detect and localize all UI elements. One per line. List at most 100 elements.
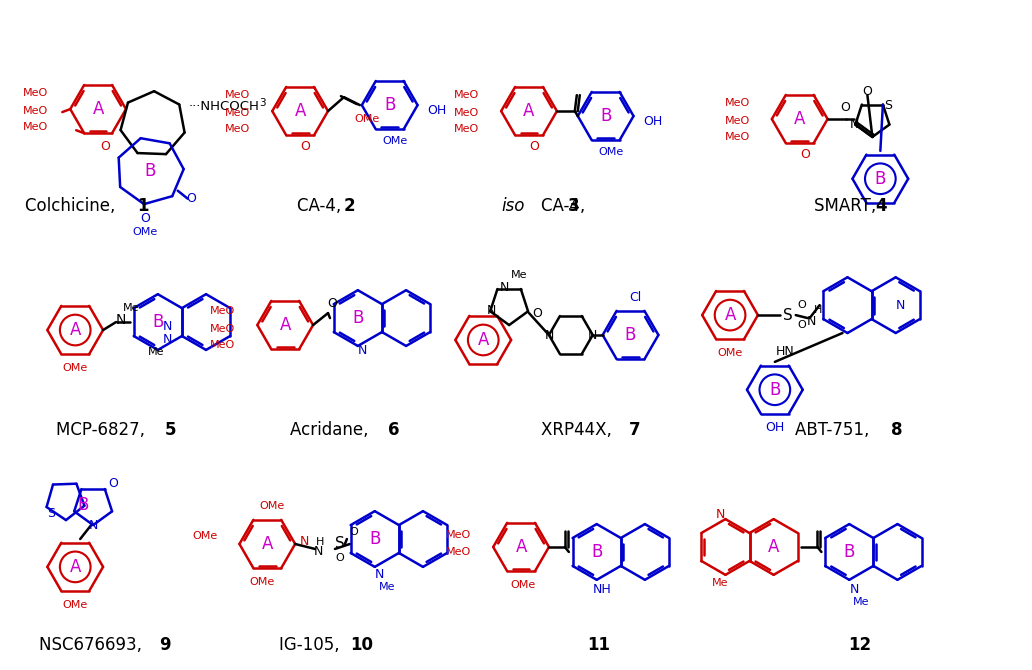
Text: Colchicine,: Colchicine,	[26, 196, 121, 214]
Text: S: S	[47, 507, 56, 520]
Text: ABT-751,: ABT-751,	[795, 421, 874, 439]
Text: Me: Me	[123, 303, 139, 313]
Text: OH: OH	[765, 421, 784, 434]
Text: MeO: MeO	[23, 106, 49, 116]
Text: B: B	[875, 170, 886, 188]
Text: S: S	[335, 537, 345, 551]
Text: H: H	[813, 305, 821, 315]
Text: Me: Me	[853, 597, 869, 607]
Text: MeO: MeO	[724, 132, 750, 142]
Text: H: H	[316, 537, 324, 547]
Text: MeO: MeO	[454, 124, 479, 134]
Text: OMe: OMe	[717, 348, 743, 358]
Text: A: A	[69, 321, 80, 339]
Text: N: N	[807, 315, 816, 328]
Text: O: O	[863, 84, 872, 98]
Text: 4: 4	[875, 196, 888, 214]
Text: N: N	[486, 304, 496, 317]
Text: N: N	[499, 281, 509, 293]
Text: 3: 3	[259, 98, 265, 108]
Text: B: B	[384, 96, 395, 114]
Text: O: O	[533, 307, 542, 320]
Text: OMe: OMe	[63, 600, 88, 610]
Text: NH: NH	[592, 584, 611, 596]
Text: OMe: OMe	[260, 501, 285, 511]
Text: N: N	[588, 328, 598, 342]
Text: XRP44X,: XRP44X,	[541, 421, 617, 439]
Text: O: O	[140, 212, 150, 225]
Text: N: N	[314, 545, 323, 559]
Text: N: N	[375, 568, 385, 582]
Text: O: O	[187, 192, 197, 205]
Text: B: B	[843, 543, 854, 561]
Text: Acridane,: Acridane,	[290, 421, 374, 439]
Text: O: O	[335, 553, 345, 563]
Text: MeO: MeO	[23, 88, 49, 98]
Text: MeO: MeO	[446, 530, 472, 540]
Text: MeO: MeO	[454, 108, 479, 118]
Text: O: O	[300, 141, 310, 153]
Text: N: N	[358, 344, 367, 357]
Text: N: N	[163, 320, 172, 332]
Text: A: A	[768, 538, 779, 556]
Text: N: N	[163, 334, 172, 346]
Text: OMe: OMe	[382, 136, 408, 146]
Text: O: O	[327, 297, 336, 310]
Text: CA-4,: CA-4,	[297, 196, 347, 214]
Text: MeO: MeO	[225, 108, 251, 118]
Text: 1: 1	[137, 196, 149, 214]
Text: O: O	[798, 320, 806, 330]
Text: Me: Me	[511, 270, 527, 280]
Text: OH: OH	[644, 115, 663, 127]
Text: Me: Me	[712, 578, 729, 588]
Text: N: N	[896, 299, 905, 312]
Text: MeO: MeO	[724, 98, 750, 108]
Text: ···NHCOCH: ···NHCOCH	[189, 100, 260, 113]
Text: A: A	[262, 535, 273, 553]
Text: MeO: MeO	[211, 340, 235, 350]
Text: B: B	[624, 326, 637, 344]
Text: OMe: OMe	[598, 147, 623, 157]
Text: A: A	[724, 306, 736, 324]
Text: A: A	[93, 100, 104, 118]
Text: S: S	[884, 98, 893, 112]
Text: MeO: MeO	[724, 116, 750, 126]
Text: MeO: MeO	[225, 124, 251, 134]
Text: N: N	[544, 328, 553, 342]
Text: O: O	[100, 141, 110, 153]
Text: N: N	[849, 584, 859, 596]
Text: B: B	[77, 496, 89, 514]
Text: O: O	[800, 148, 810, 161]
Text: 10: 10	[350, 636, 374, 655]
Text: iso: iso	[502, 196, 525, 214]
Text: B: B	[600, 107, 611, 125]
Text: 3: 3	[568, 196, 580, 214]
Text: A: A	[69, 558, 80, 576]
Text: SMART,: SMART,	[814, 196, 881, 214]
Text: O: O	[798, 300, 806, 310]
Text: Me: Me	[148, 347, 164, 357]
Text: OMe: OMe	[250, 577, 275, 587]
Text: A: A	[523, 102, 535, 120]
Text: OMe: OMe	[354, 114, 380, 124]
Text: MeO: MeO	[211, 324, 235, 334]
Text: 7: 7	[628, 421, 640, 439]
Text: O: O	[841, 100, 850, 114]
Text: B: B	[769, 381, 780, 399]
Text: OMe: OMe	[132, 228, 158, 237]
Text: OMe: OMe	[63, 363, 88, 373]
Text: OH: OH	[427, 104, 447, 117]
Text: OMe: OMe	[192, 531, 218, 541]
Text: MeO: MeO	[225, 90, 251, 100]
Text: CA-4,: CA-4,	[541, 196, 590, 214]
Text: B: B	[591, 543, 603, 561]
Text: 11: 11	[587, 636, 610, 655]
Text: O: O	[529, 141, 539, 153]
Text: OMe: OMe	[511, 580, 536, 590]
Text: B: B	[152, 313, 163, 331]
Text: MeO: MeO	[23, 122, 49, 132]
Text: B: B	[144, 161, 156, 180]
Text: A: A	[478, 331, 489, 349]
Text: Cl: Cl	[630, 291, 642, 304]
Text: N: N	[300, 535, 310, 549]
